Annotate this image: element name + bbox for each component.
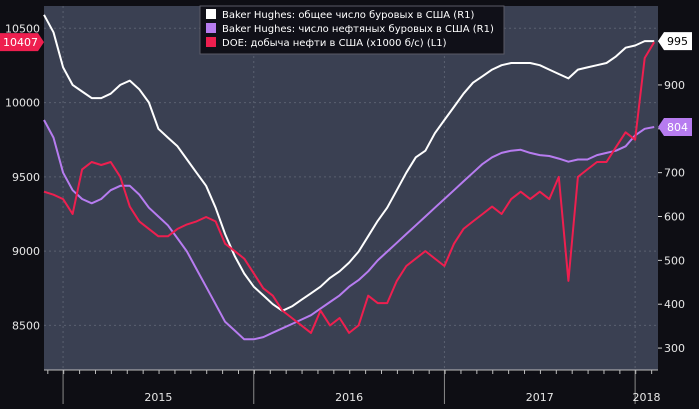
- series-line-1: [43, 119, 655, 341]
- series-line-2: [43, 41, 656, 334]
- legend-entry: DOE: добыча нефти в США (x1000 б/с) (L1): [222, 38, 447, 49]
- left-tick-label: 8500: [12, 319, 40, 332]
- series-line-0: [43, 14, 655, 312]
- right-tick-label: 500: [664, 254, 685, 267]
- x-tick-label: 2018: [633, 391, 661, 404]
- left-tick-label: 10000: [5, 97, 40, 110]
- right-tick-label: 600: [664, 211, 685, 224]
- right-axis: 3004005006007008009001000: [658, 35, 692, 355]
- tag-value: 10407: [3, 36, 38, 49]
- right-tick-label: 700: [664, 167, 685, 180]
- last-value-tag: 804: [658, 118, 692, 137]
- legend-swatch: [206, 23, 216, 33]
- last-value-tag: 995: [658, 32, 692, 51]
- right-tick-label: 300: [664, 342, 685, 355]
- legend-entry: Baker Hughes: общее число буровых в США …: [222, 10, 475, 21]
- plot-background: [44, 6, 658, 370]
- left-axis: 8500 9000 9500 10000 10500: [5, 22, 40, 332]
- last-value-tags: 995 804 10407: [0, 32, 692, 137]
- left-tick-label: 9000: [12, 245, 40, 258]
- right-tick-label: 400: [664, 298, 685, 311]
- x-axis: 2015 2016 2017 2018: [44, 369, 661, 404]
- left-tick-label: 10500: [5, 22, 40, 35]
- x-tick-label: 2017: [526, 391, 554, 404]
- x-tick-label: 2016: [335, 391, 363, 404]
- left-tick-label: 9500: [12, 171, 40, 184]
- legend-entry: Baker Hughes: число нефтяных буровых в С…: [222, 24, 494, 35]
- x-tick-label: 2015: [144, 391, 172, 404]
- tag-shape: [658, 32, 692, 51]
- series-lines: [43, 14, 656, 341]
- last-value-tag: 10407: [0, 33, 44, 52]
- legend: Baker Hughes: общее число буровых в США …: [199, 5, 505, 55]
- legend-box: [199, 5, 505, 55]
- tag-value: 804: [667, 121, 688, 134]
- tag-value: 995: [667, 35, 688, 48]
- legend-swatch: [206, 9, 216, 19]
- tag-shape: [0, 33, 44, 52]
- grid-lines: [44, 6, 658, 370]
- legend-swatch: [206, 37, 216, 47]
- tag-shape: [658, 118, 692, 137]
- right-tick-label: 900: [664, 79, 685, 92]
